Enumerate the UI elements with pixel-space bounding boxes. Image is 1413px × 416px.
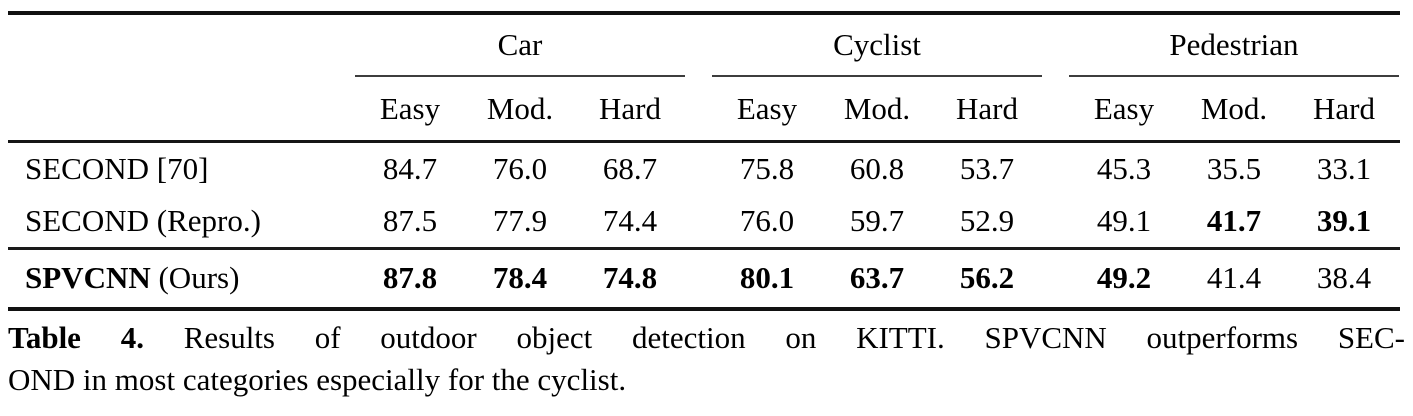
group-label-cyclist: Cyclist — [833, 27, 921, 62]
value-cell: 59.7 — [849, 203, 905, 238]
value-cell: 76.0 — [739, 203, 795, 238]
col-header-pedestrian-hard: Hard — [1313, 90, 1375, 126]
sub-headers-pedestrian: Easy Mod. Hard — [1069, 77, 1399, 140]
row-second-repro-cyclist-values: 76.0 59.7 52.9 — [712, 195, 1042, 247]
caption-line-1: Table 4. Results of outdoor object detec… — [8, 317, 1405, 359]
value-cell: 41.4 — [1206, 260, 1262, 295]
caption-label: Table 4. — [8, 320, 144, 355]
row-second-pedestrian-values: 45.3 35.5 33.1 — [1069, 143, 1399, 195]
header-body-separator-rule — [8, 140, 1400, 143]
method-name-spvcnn: SPVCNN (Ours) — [8, 260, 355, 296]
value-cell: 38.4 — [1316, 260, 1372, 295]
group-header-row: Car Cyclist Pedestrian — [8, 15, 1400, 77]
value-cell: 75.8 — [739, 151, 795, 186]
group-label-car: Car — [497, 27, 543, 62]
group-label-pedestrian: Pedestrian — [1169, 27, 1299, 62]
group-header-car: Car — [355, 15, 685, 77]
col-header-car-easy: Easy — [379, 90, 441, 126]
caption-text-line1: Results of outdoor object detection on K… — [143, 320, 1405, 355]
value-cell: 39.1 — [1316, 203, 1372, 238]
value-cell: 63.7 — [849, 260, 905, 295]
row-second-repro-car-values: 87.5 77.9 74.4 — [355, 195, 685, 247]
col-header-cyclist-easy: Easy — [736, 90, 798, 126]
value-cell: 35.5 — [1206, 151, 1262, 186]
method-name-rest: (Ours) — [150, 260, 240, 295]
value-cell: 49.2 — [1096, 260, 1152, 295]
group-header-pedestrian: Pedestrian — [1069, 15, 1399, 77]
table-top-rule — [8, 11, 1400, 15]
value-cell: 56.2 — [959, 260, 1015, 295]
value-cell: 74.8 — [602, 260, 658, 295]
table-row-second-repro: SECOND (Repro.) 87.5 77.9 74.4 76.0 59.7… — [8, 195, 1400, 247]
col-header-pedestrian-mod: Mod. — [1200, 90, 1268, 126]
sub-headers-car: Easy Mod. Hard — [355, 77, 685, 140]
row-spvcnn-car-values: 87.8 78.4 74.8 — [355, 250, 685, 307]
value-cell: 53.7 — [959, 151, 1015, 186]
sub-header-row: Easy Mod. Hard Easy Mod. Hard Easy Mod. … — [8, 77, 1400, 140]
method-name-second-repro: SECOND (Repro.) — [8, 203, 355, 239]
value-cell: 74.4 — [602, 203, 658, 238]
row-second-car-values: 84.7 76.0 68.7 — [355, 143, 685, 195]
caption-line-2: OND in most categories especially for th… — [8, 362, 627, 397]
col-header-cyclist-mod: Mod. — [843, 90, 911, 126]
results-table: Car Cyclist Pedestrian Easy Mod. Hard Ea… — [8, 11, 1400, 311]
value-cell: 68.7 — [602, 151, 658, 186]
value-cell: 76.0 — [492, 151, 548, 186]
col-header-car-hard: Hard — [599, 90, 661, 126]
row-second-cyclist-values: 75.8 60.8 53.7 — [712, 143, 1042, 195]
method-name-rest: SECOND (Repro.) — [25, 203, 261, 238]
col-header-cyclist-hard: Hard — [956, 90, 1018, 126]
value-cell: 87.5 — [382, 203, 438, 238]
table-row-spvcnn: SPVCNN (Ours) 87.8 78.4 74.8 80.1 63.7 5… — [8, 250, 1400, 307]
group-header-cyclist: Cyclist — [712, 15, 1042, 77]
value-cell: 52.9 — [959, 203, 1015, 238]
method-name-strong: SPVCNN — [25, 260, 151, 295]
row-second-repro-pedestrian-values: 49.1 41.7 39.1 — [1069, 195, 1399, 247]
col-header-car-mod: Mod. — [486, 90, 554, 126]
sub-headers-cyclist: Easy Mod. Hard — [712, 77, 1042, 140]
value-cell: 49.1 — [1096, 203, 1152, 238]
value-cell: 87.8 — [382, 260, 438, 295]
value-cell: 45.3 — [1096, 151, 1152, 186]
value-cell: 80.1 — [739, 260, 795, 295]
value-cell: 84.7 — [382, 151, 438, 186]
table-caption: Table 4. Results of outdoor object detec… — [8, 317, 1405, 401]
table-bottom-rule — [8, 306, 1400, 311]
method-name-rest: SECOND [70] — [25, 151, 209, 186]
table-row-second: SECOND [70] 84.7 76.0 68.7 75.8 60.8 53.… — [8, 143, 1400, 195]
row-spvcnn-pedestrian-values: 49.2 41.4 38.4 — [1069, 250, 1399, 307]
value-cell: 78.4 — [492, 260, 548, 295]
value-cell: 60.8 — [849, 151, 905, 186]
value-cell: 41.7 — [1206, 203, 1262, 238]
col-header-pedestrian-easy: Easy — [1093, 90, 1155, 126]
value-cell: 77.9 — [492, 203, 548, 238]
method-name-second: SECOND [70] — [8, 151, 355, 187]
value-cell: 33.1 — [1316, 151, 1372, 186]
body-ours-separator-rule — [8, 247, 1400, 250]
row-spvcnn-cyclist-values: 80.1 63.7 56.2 — [712, 250, 1042, 307]
